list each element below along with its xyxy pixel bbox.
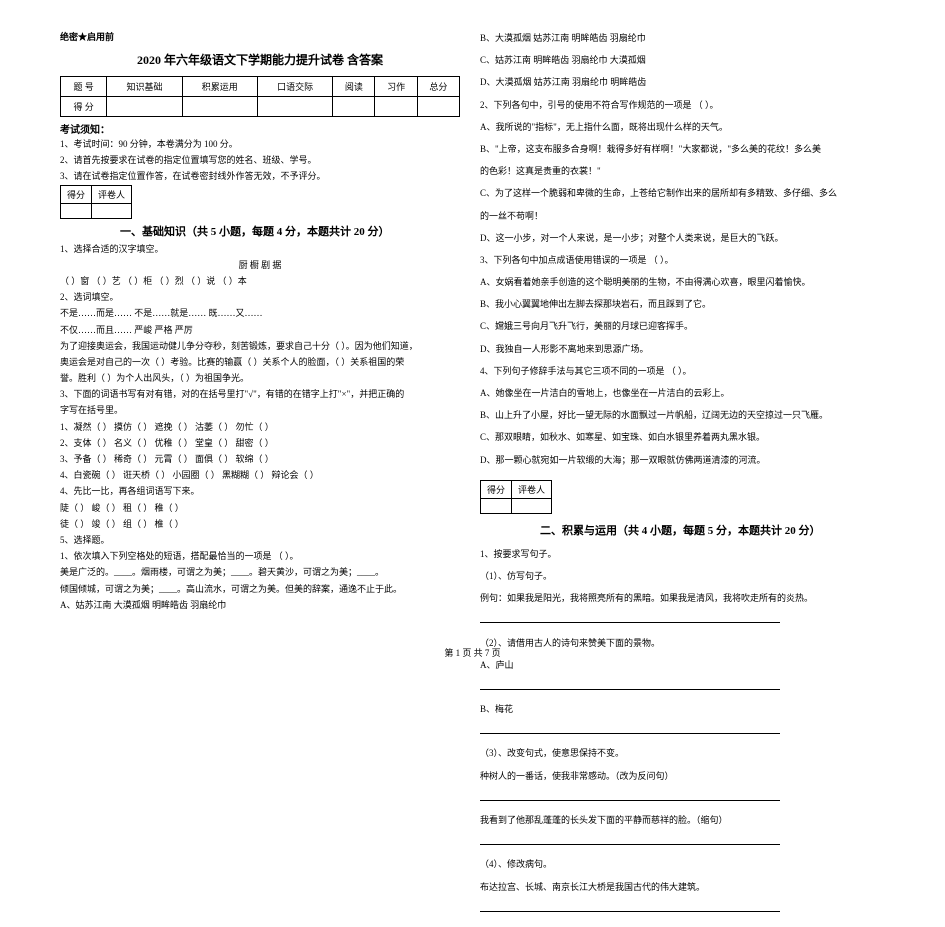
answer-blank <box>480 834 920 850</box>
q3-line: 1、凝然（ ） 摸仿（ ） 遮挽（ ） 沽萎（ ） 勿忙（ ） <box>60 419 460 435</box>
r-q3-head: 3、下列各句中加点成语使用错误的一项是 （ ）。 <box>480 252 920 268</box>
r-q2-line: D、这一小步，对一个人来说，是一小步；对整个人类来说，是巨大的飞跃。 <box>480 230 920 246</box>
r-q2-line: B、"上帝，这支布服多合身啊！栽得多好有样啊！"大家都说，"多么美的花纹！多么美 <box>480 141 920 157</box>
notice-line: 1、考试时间：90 分钟，本卷满分为 100 分。 <box>60 136 460 152</box>
r-q3-line: C、嫦娥三号向月飞升飞行，美丽的月球已迎客挥手。 <box>480 318 920 334</box>
q3-line: 3、予备（ ） 稀奇（ ） 元霄（ ） 面俱（ ） 软绵（ ） <box>60 451 460 467</box>
table-row: 得 分 <box>61 97 460 117</box>
q5-1-text: 美是广泛的。____。烟雨楼，可谓之为美；____。碧天黄沙，可谓之为美；___… <box>60 564 460 580</box>
cell <box>257 97 332 117</box>
q4-line: 陡（ ） 峻（ ） 租（ ） 稚（ ） <box>60 500 460 516</box>
q5-head: 5、选择题。 <box>60 532 460 548</box>
opt-line: C、姑苏江南 明眸皓齿 羽扇纶巾 大漠孤烟 <box>480 52 920 68</box>
r-q4-line: D、那一颗心就宛如一片软缎的大海；那一双眼就仿佛两道清漆的河流。 <box>480 452 920 468</box>
p2-q1-3b: 我看到了他那乱蓬蓬的长头发下面的平静而慈祥的脸。（缩句） <box>480 812 920 828</box>
cell <box>182 97 257 117</box>
r-q2-line: A、我所说的"指标"，无上指什么面，既将出现什么样的天气。 <box>480 119 920 135</box>
page-footer: 第 1 页 共 7 页 <box>0 646 945 659</box>
q2-text: 为了迎接奥运会，我国运动健儿争分夺秒，刻苦锻炼，要求自己十分（ ）。因为他们知道… <box>60 338 460 354</box>
cell: 总分 <box>417 77 459 97</box>
r-q2-line: C、为了这样一个脆弱和卑微的生命，上苍给它制作出来的居所却有多精致、多仔细、多么 <box>480 185 920 201</box>
cell <box>107 97 182 117</box>
cell <box>375 97 417 117</box>
p2-q1-2A: A、庐山 <box>480 657 920 673</box>
r-q2-line: 的一丝不苟啊！ <box>480 208 920 224</box>
paper-title: 2020 年六年级语文下学期能力提升试卷 含答案 <box>60 51 460 68</box>
notice-line: 2、请首先按要求在试卷的指定位置填写您的姓名、班级、学号。 <box>60 152 460 168</box>
q1-chars: 厨 橱 剧 据 <box>60 257 460 273</box>
cell: 口语交际 <box>257 77 332 97</box>
p2-q1-sub: （4）、修改病句。 <box>480 856 920 872</box>
r-q4-head: 4、下列句子修辞手法与其它三项不同的一项是 （ ）。 <box>480 363 920 379</box>
seal-note: 绝密★启用前 <box>60 30 460 43</box>
opt-line: D、大漠孤烟 姑苏江南 羽扇纶巾 明眸皓齿 <box>480 74 920 90</box>
score-box-2: 得分 评卷人 <box>480 480 920 514</box>
q5-1-optA: A、姑苏江南 大漠孤烟 明眸皓齿 羽扇纶巾 <box>60 597 460 613</box>
answer-blank <box>480 612 920 628</box>
score-box-cell: 评卷人 <box>92 185 132 203</box>
q5-1-head: 1、依次填入下列空格处的短语，搭配最恰当的一项是 （ ）。 <box>60 548 460 564</box>
p2-q1-4a: 布达拉宫、长城、南京长江大桥是我国古代的伟大建筑。 <box>480 879 920 895</box>
opt-line: B、大漠孤烟 姑苏江南 明眸皓齿 羽扇纶巾 <box>480 30 920 46</box>
r-q4-line: A、她像坐在一片洁白的雪地上，也像坐在一片洁白的云彩上。 <box>480 385 920 401</box>
q3-line: 2、支体（ ） 名义（ ） 优稚（ ） 堂皇（ ） 甜密（ ） <box>60 435 460 451</box>
p2-q1-head: 1、按要求写句子。 <box>480 546 920 562</box>
score-box-cell: 评卷人 <box>512 480 552 498</box>
q1-blanks: （ ）窗 （ ）艺 （ ）柜 （ ）烈 （ ）说 （ ）本 <box>60 273 460 289</box>
cell: 习作 <box>375 77 417 97</box>
answer-blank <box>480 679 920 695</box>
q2-text: 誉。胜利（ ）为个人出风头，（ ）为祖国争光。 <box>60 370 460 386</box>
q2-words: 不是……而是…… 不是……就是…… 既……又…… <box>60 305 460 321</box>
answer-blank <box>480 790 920 806</box>
r-q4-line: C、那双眼睛，如秋水、如寒星、如宝珠、如白水银里养着两丸黑水银。 <box>480 429 920 445</box>
score-box-cell: 得分 <box>481 480 512 498</box>
cell: 阅读 <box>333 77 375 97</box>
answer-blank <box>480 901 920 917</box>
answer-blank <box>480 723 920 739</box>
p2-q1-example: 例句：如果我是阳光，我将照亮所有的黑暗。如果我是清风，我将吹走所有的炎热。 <box>480 590 920 606</box>
score-box-cell: 得分 <box>61 185 92 203</box>
q3-line: 4、白瓷碗（ ） 诳天桥（ ） 小园圈（ ） 黑糊糊（ ） 辩论会（ ） <box>60 467 460 483</box>
r-q2-head: 2、下列各句中，引号的使用不符合写作规范的一项是 （ ）。 <box>480 97 920 113</box>
q3-head2: 字写在括号里。 <box>60 402 460 418</box>
q2-text: 奥运会是对自己的一次（ ）考验。比赛的输赢（ ）关系个人的脸面，（ ）关系祖国的… <box>60 354 460 370</box>
cell: 知识基础 <box>107 77 182 97</box>
score-box: 得分 评卷人 <box>60 185 132 219</box>
cell: 得 分 <box>61 97 107 117</box>
q3-head: 3、下面的词语书写有对有错，对的在括号里打"√"，有错的在错字上打"×"，并把正… <box>60 386 460 402</box>
part1-title: 一、基础知识（共 5 小题，每题 4 分，本题共计 20 分） <box>120 223 460 239</box>
p2-q1-2B: B、梅花 <box>480 701 920 717</box>
p2-q1-sub: （3）、改变句式，使意思保持不变。 <box>480 745 920 761</box>
cell <box>417 97 459 117</box>
table-row: 题 号 知识基础 积累运用 口语交际 阅读 习作 总分 <box>61 77 460 97</box>
r-q4-line: B、山上升了小屋，好比一望无际的水面飘过一片帆船，辽阔无边的天空掠过一只飞雁。 <box>480 407 920 423</box>
q1-head: 1、选择合适的汉字填空。 <box>60 241 460 257</box>
cell <box>333 97 375 117</box>
r-q3-line: D、我独自一人形影不离地来到思源广场。 <box>480 341 920 357</box>
score-table: 题 号 知识基础 积累运用 口语交际 阅读 习作 总分 得 分 <box>60 76 460 117</box>
exam-notice-head: 考试须知： <box>60 121 460 136</box>
r-q3-line: B、我小心翼翼地伸出左脚去探那块岩石，而且踩到了它。 <box>480 296 920 312</box>
q2-head: 2、选词填空。 <box>60 289 460 305</box>
cell: 积累运用 <box>182 77 257 97</box>
q4-line: 徒（ ） 竣（ ） 组（ ） 椎（ ） <box>60 516 460 532</box>
part2-title: 二、积累与运用（共 4 小题，每题 5 分，本题共计 20 分） <box>540 522 920 538</box>
cell: 题 号 <box>61 77 107 97</box>
q5-1-text: 倾国倾城，可谓之为美；____。高山流水，可谓之为美。但美的辞案，通逸不止于此。 <box>60 581 460 597</box>
r-q3-line: A、女娲看着她亲手创造的这个聪明美丽的生物，不由得满心欢喜，眼里闪着愉快。 <box>480 274 920 290</box>
notice-line: 3、请在试卷指定位置作答，在试卷密封线外作答无效，不予评分。 <box>60 168 460 184</box>
r-q2-line: 的色彩！这真是贵重的衣裳！" <box>480 163 920 179</box>
q4-head: 4、先比一比，再各组词语写下来。 <box>60 483 460 499</box>
p2-q1-3a: 种树人的一番话，使我非常感动。（改为反问句） <box>480 768 920 784</box>
p2-q1-sub: （1）、仿写句子。 <box>480 568 920 584</box>
q2-words: 不仅……而且…… 严峻 严格 严厉 <box>60 322 460 338</box>
